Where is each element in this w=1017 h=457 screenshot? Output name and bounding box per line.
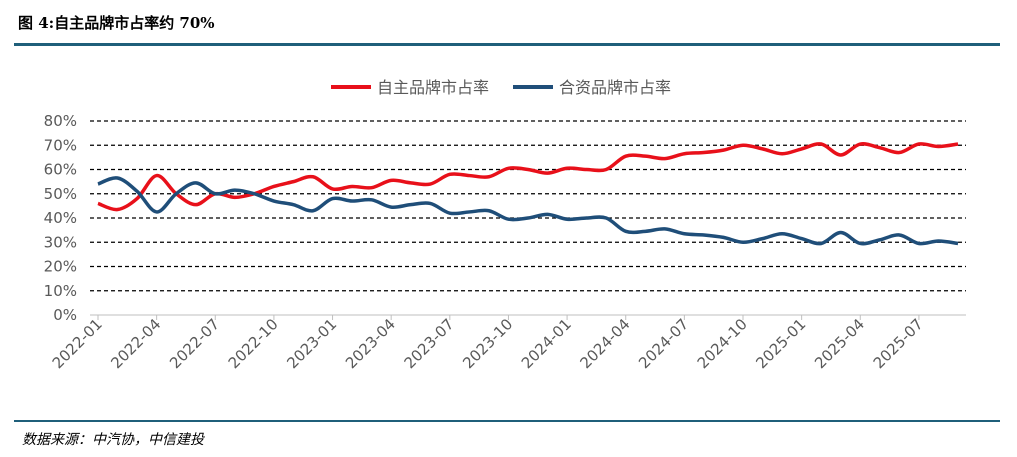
y-tick-label: 80% (44, 112, 77, 130)
x-tick-label: 2024-10 (694, 315, 751, 372)
y-tick-label: 30% (44, 233, 77, 251)
bottom-rule (14, 420, 1000, 422)
figure-title: 图 4:自主品牌市占率约 70% (18, 14, 215, 32)
y-tick-label: 10% (44, 282, 77, 300)
series-line-jv (97, 176, 959, 246)
y-tick-label: 70% (44, 136, 77, 154)
x-tick-label: 2025-07 (870, 315, 927, 372)
top-rule (14, 43, 1000, 46)
x-tick-label: 2024-01 (518, 315, 575, 372)
line-chart: 0% 10% 20% 30% 40% 50% 60% 70% 80% 2022-01 2022-0… (44, 78, 966, 372)
series-lines (97, 142, 959, 246)
source-note: 数据来源：中汽协，中信建投 (22, 432, 204, 448)
y-tick-label: 20% (44, 258, 77, 276)
x-tick-label: 2023-04 (342, 315, 399, 372)
legend: 自主品牌市占率 合资品牌市占率 (331, 78, 671, 97)
x-axis: 2022-01 2022-04 2022-07 2022-10 2023-01 2023-… (49, 314, 966, 372)
x-tick-label: 2024-04 (577, 315, 634, 372)
x-tick-label: 2022-04 (107, 315, 164, 372)
x-tick-label: 2023-07 (401, 315, 458, 372)
x-tick-label: 2025-01 (752, 315, 809, 372)
x-tick-label: 2025-04 (811, 315, 868, 372)
y-tick-label: 60% (44, 161, 77, 179)
y-tick-label: 0% (53, 306, 77, 324)
x-tick-label: 2024-07 (635, 315, 692, 372)
x-tick-label: 2022-10 (225, 315, 282, 372)
y-axis-ticks: 0% 10% 20% 30% 40% 50% 60% 70% 80% (44, 112, 77, 324)
x-tick-label: 2022-07 (166, 315, 223, 372)
legend-label-jv: 合资品牌市占率 (559, 78, 671, 97)
legend-label-domestic: 自主品牌市占率 (377, 78, 489, 97)
series-line-domestic (97, 142, 959, 212)
grid-lines (90, 120, 966, 292)
x-tick-label: 2023-10 (459, 315, 516, 372)
x-tick-label: 2023-01 (283, 315, 340, 372)
y-tick-label: 50% (44, 185, 77, 203)
y-tick-label: 40% (44, 209, 77, 227)
